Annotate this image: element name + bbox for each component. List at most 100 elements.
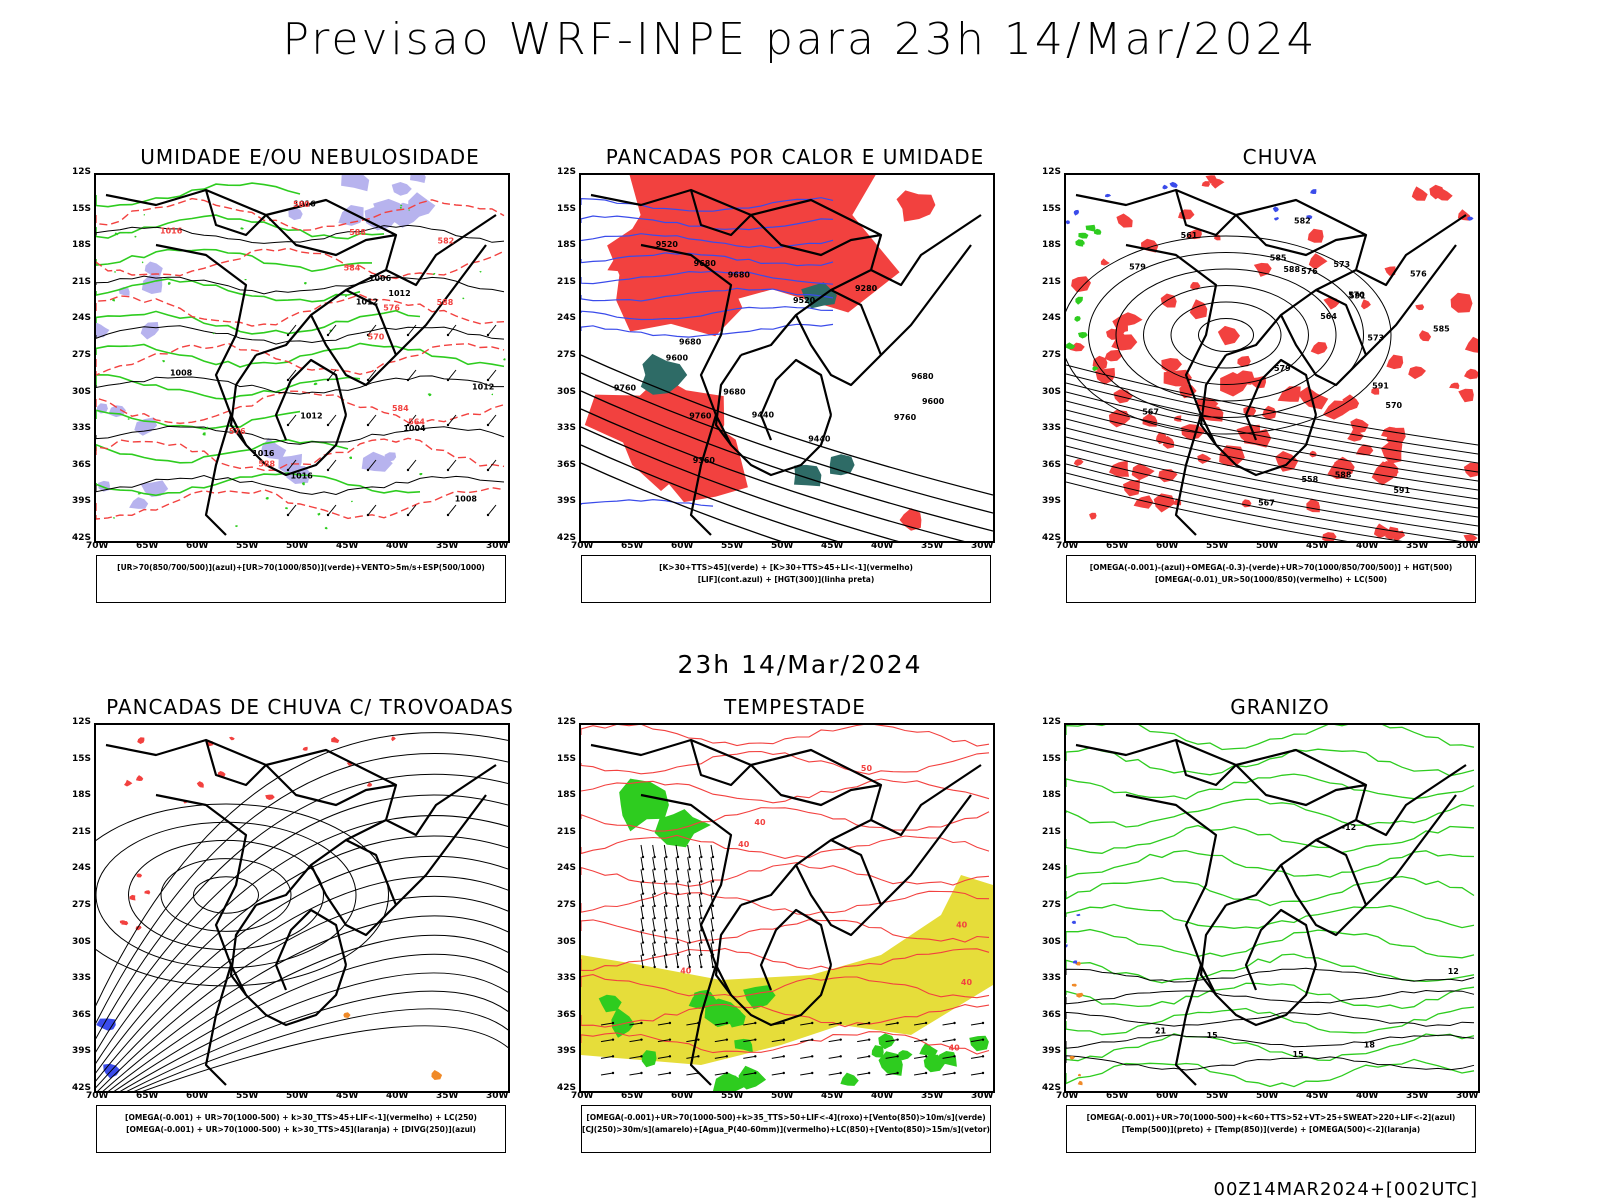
lat-tick-label: 27S xyxy=(557,350,577,360)
hgt300-contour xyxy=(581,390,993,532)
lat-tick-label: 39S xyxy=(557,496,577,507)
thickness-contour xyxy=(96,342,505,376)
hgt300-contour xyxy=(581,462,782,541)
lon-tick-label: 70W xyxy=(1056,541,1079,551)
wind-vector xyxy=(447,504,457,516)
wind-vector xyxy=(652,869,656,882)
rain-area xyxy=(1133,495,1154,509)
omega500-area xyxy=(1071,983,1077,987)
humidity-low-contour xyxy=(96,309,421,335)
omega-green-area xyxy=(1093,228,1102,235)
omega500-area xyxy=(1077,1080,1083,1086)
rain-area xyxy=(1178,209,1195,220)
rain-area xyxy=(1205,175,1217,184)
storm-area xyxy=(265,794,275,800)
omega500-area xyxy=(1076,992,1084,998)
wind-vector xyxy=(663,954,667,968)
temp850-contour xyxy=(1066,928,1475,959)
lat-tick-label: 42S xyxy=(1042,533,1062,543)
rain-area xyxy=(1307,228,1324,243)
streamline xyxy=(96,855,508,1082)
humidity-low-area xyxy=(301,482,305,486)
humidity-low-area xyxy=(351,500,353,503)
contour-label: 570 xyxy=(1385,401,1402,410)
omega-green-area xyxy=(1075,296,1083,305)
omega-blue-area xyxy=(1310,189,1317,194)
temp500-contour xyxy=(1066,1034,1475,1049)
wind-vector xyxy=(600,1072,614,1076)
temp500-contour xyxy=(1066,989,1475,1005)
temp850-contour xyxy=(1066,824,1475,854)
lon-tick-label: 35W xyxy=(921,1091,944,1101)
wind-vector xyxy=(698,942,702,955)
hgt500-contour xyxy=(1170,301,1282,369)
wind-vector xyxy=(885,1022,898,1026)
hgt300-contour xyxy=(581,372,993,514)
wind-vector xyxy=(287,504,297,516)
wind-vector xyxy=(710,857,714,870)
hgt500-contour xyxy=(1066,235,1392,435)
hgt500-contour xyxy=(1198,318,1254,352)
wind-vector xyxy=(675,844,679,858)
legend-line: [OMEGA(-0.01)_UR>50(1000/850)(vermelho) … xyxy=(1154,575,1388,584)
contour-label: 40 xyxy=(680,967,692,976)
rain-area xyxy=(1327,460,1352,480)
contour-label: 1016 xyxy=(293,199,316,208)
thickness-contour xyxy=(96,293,505,327)
hgt500-contour xyxy=(1066,364,1478,446)
lat-tick-label: 27S xyxy=(72,900,92,910)
contour-label: 582 xyxy=(1294,216,1311,225)
k-tts-area xyxy=(829,454,855,476)
humidity-mid-area xyxy=(410,175,426,183)
lat-tick-label: 30S xyxy=(72,936,92,947)
hgt300-contour xyxy=(581,354,993,496)
omega500-area xyxy=(1078,1073,1081,1077)
wind-vector xyxy=(652,906,656,919)
wind-vector xyxy=(663,918,667,931)
contour-label: 9680 xyxy=(723,388,746,397)
contour-label: 9760 xyxy=(689,412,712,421)
streamline xyxy=(113,953,508,1091)
valid-time-label: 23h 14/Mar/2024 xyxy=(677,650,923,679)
wind-vector xyxy=(675,881,679,894)
contour-label: 588 xyxy=(437,298,454,307)
humidity-low-area xyxy=(433,272,436,276)
wind-vector xyxy=(857,1039,870,1043)
wind-vector xyxy=(687,918,691,931)
wind850-area xyxy=(598,994,622,1013)
lat-tick-label: 33S xyxy=(72,973,92,984)
wind-vector xyxy=(743,1022,756,1026)
wind-vector xyxy=(743,1055,756,1059)
lon-tick-label: 60W xyxy=(671,1091,694,1101)
storm-area xyxy=(144,890,151,895)
thickness-contour xyxy=(96,390,505,425)
lon-tick-label: 55W xyxy=(1206,1091,1229,1101)
wind-vector xyxy=(687,954,691,968)
lat-tick-label: 18S xyxy=(72,240,92,251)
wind-vector xyxy=(629,1055,642,1059)
wind-vector xyxy=(287,459,297,471)
rain-area xyxy=(1310,341,1328,355)
wind-vector xyxy=(800,1022,813,1026)
wind-vector xyxy=(857,1072,870,1076)
rain-area xyxy=(1464,336,1478,353)
wind-vector xyxy=(367,459,377,471)
precipitable-water-contour xyxy=(581,974,990,999)
humidity-low-area xyxy=(167,282,171,285)
storm-area xyxy=(229,736,235,741)
rain-area xyxy=(1450,292,1473,313)
lon-tick-label: 35W xyxy=(921,541,944,551)
temp500-contour xyxy=(1066,1055,1475,1071)
contour-label: 1012 xyxy=(300,411,322,420)
humidity-low-area xyxy=(134,235,137,238)
streamline xyxy=(96,821,357,969)
humidity-low-area xyxy=(265,497,269,500)
humidity-mid-area xyxy=(140,480,169,497)
humidity-low-contour xyxy=(96,373,361,400)
lon-tick-label: 30W xyxy=(1456,1091,1479,1101)
wind-vector xyxy=(942,1055,955,1059)
humidity-mid-area xyxy=(391,182,412,196)
wind850-area xyxy=(619,778,669,832)
rain-area xyxy=(1361,299,1371,310)
wind-vector xyxy=(367,369,377,381)
